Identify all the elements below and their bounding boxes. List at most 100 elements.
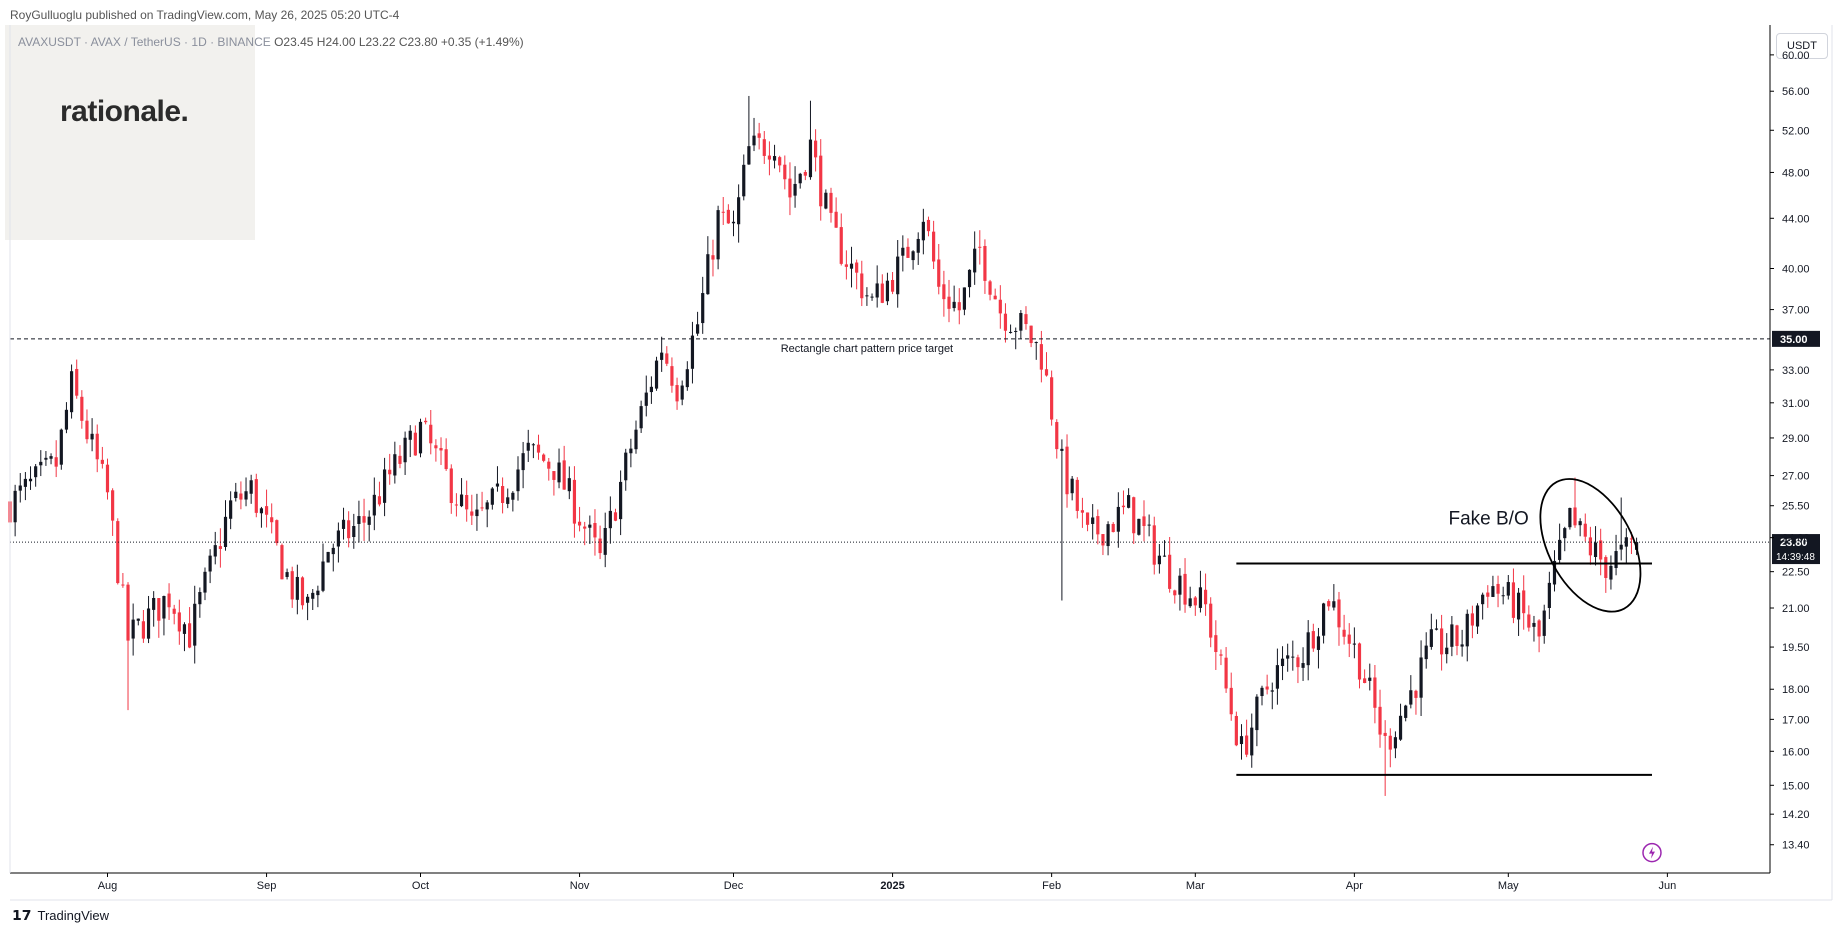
candle-body bbox=[1147, 524, 1151, 526]
candle-body bbox=[285, 572, 289, 577]
candle-body bbox=[249, 480, 253, 494]
candle-body bbox=[701, 293, 705, 324]
candle-body bbox=[742, 164, 746, 197]
candle-body bbox=[624, 452, 628, 481]
candle-body bbox=[1588, 537, 1592, 556]
symbol-legend[interactable]: AVAXUSDT · AVAX / TetherUS · 1D · BINANC… bbox=[18, 35, 524, 49]
candle-body bbox=[1373, 677, 1377, 708]
candle-body bbox=[1321, 603, 1326, 636]
currency-button[interactable]: USDT bbox=[1776, 33, 1828, 59]
candle-body bbox=[1486, 592, 1490, 597]
candle-body bbox=[921, 221, 925, 241]
candle-body bbox=[1265, 686, 1269, 690]
y-tick-label: 17.00 bbox=[1782, 714, 1810, 726]
candle-body bbox=[824, 192, 828, 209]
candle-body bbox=[275, 520, 279, 544]
x-tick-label: May bbox=[1498, 880, 1519, 892]
candle-body bbox=[757, 133, 761, 138]
candle-body bbox=[1173, 590, 1177, 596]
candle-body bbox=[18, 485, 22, 491]
candle-body bbox=[1003, 313, 1008, 331]
candle-body bbox=[229, 500, 233, 519]
candle-body bbox=[1552, 560, 1557, 585]
candle-body bbox=[1311, 631, 1315, 649]
candle-body bbox=[1085, 512, 1090, 525]
y-tick-label: 48.00 bbox=[1782, 167, 1810, 179]
candle-body bbox=[506, 497, 510, 504]
candle-body bbox=[1455, 625, 1459, 646]
candle-body bbox=[1368, 677, 1372, 681]
candle-body bbox=[767, 155, 772, 160]
candle-body bbox=[860, 273, 864, 299]
candle-body bbox=[1522, 590, 1526, 614]
candle-body bbox=[1255, 696, 1259, 731]
candle-body bbox=[1440, 628, 1444, 655]
y-tick-label: 52.00 bbox=[1782, 125, 1810, 137]
x-tick-label: Nov bbox=[570, 880, 590, 892]
fake-breakout-ellipse[interactable] bbox=[1520, 462, 1661, 628]
candle-body bbox=[388, 469, 392, 475]
candle-body bbox=[1619, 544, 1623, 550]
candle-body bbox=[870, 296, 874, 298]
candle-body bbox=[967, 269, 972, 288]
tradingview-brand[interactable]: 𝟭𝟳 TradingView bbox=[12, 907, 109, 924]
candle-body bbox=[583, 526, 587, 529]
candle-body bbox=[465, 494, 469, 510]
candle-body bbox=[747, 146, 751, 165]
fake-breakout-text: Fake B/O bbox=[1448, 509, 1528, 530]
candle-body bbox=[177, 612, 181, 632]
x-tick-label: Aug bbox=[98, 880, 118, 892]
candle-body bbox=[367, 516, 371, 525]
candle-body bbox=[146, 608, 151, 639]
candle-body bbox=[259, 508, 264, 514]
candle-body bbox=[521, 453, 525, 471]
candle-body bbox=[680, 385, 684, 400]
candle-body bbox=[1280, 658, 1285, 667]
candle-body bbox=[64, 409, 69, 430]
candle-body bbox=[983, 246, 987, 281]
x-tick-label: Apr bbox=[1346, 880, 1363, 892]
candle-body bbox=[480, 507, 484, 509]
candle-body bbox=[1347, 634, 1351, 644]
candle-body bbox=[1157, 555, 1161, 565]
candle-body bbox=[157, 598, 161, 621]
candle-body bbox=[998, 299, 1002, 314]
candle-body bbox=[542, 454, 546, 461]
candle-body bbox=[203, 571, 207, 593]
candle-body bbox=[737, 197, 741, 225]
last-price-badge bbox=[1772, 534, 1820, 565]
candle-body bbox=[188, 623, 192, 648]
y-tick-label: 33.00 bbox=[1782, 365, 1810, 377]
candle-body bbox=[1409, 690, 1413, 705]
candle-body bbox=[213, 545, 217, 557]
candle-body bbox=[926, 219, 931, 232]
candle-body bbox=[1363, 678, 1367, 684]
candle-body bbox=[1481, 594, 1485, 605]
candle-body bbox=[1527, 614, 1531, 628]
candle-body bbox=[1506, 582, 1510, 596]
candle-body bbox=[1465, 613, 1469, 647]
candle-body bbox=[829, 192, 833, 213]
candle-body bbox=[1121, 505, 1126, 508]
y-tick-label: 37.00 bbox=[1782, 305, 1810, 317]
candle-body bbox=[1044, 369, 1049, 376]
symbol-title[interactable]: AVAXUSDT · AVAX / TetherUS · 1D · BINANC… bbox=[18, 35, 271, 49]
candle-body bbox=[1398, 715, 1403, 740]
y-tick-label: 16.00 bbox=[1782, 746, 1810, 758]
candle-body bbox=[1024, 314, 1028, 325]
candle-body bbox=[234, 491, 238, 499]
candle-body bbox=[1142, 516, 1146, 527]
candle-body bbox=[1014, 330, 1018, 332]
candle-body bbox=[526, 442, 530, 451]
candle-body bbox=[264, 506, 269, 515]
candle-body bbox=[629, 448, 633, 454]
candle-body bbox=[906, 246, 910, 258]
candle-body bbox=[1075, 479, 1079, 511]
candle-body bbox=[1604, 557, 1608, 578]
candle-body bbox=[778, 157, 782, 166]
candle-body bbox=[814, 140, 818, 158]
candle-body bbox=[244, 491, 248, 500]
candle-body bbox=[1219, 654, 1223, 656]
candle-body bbox=[362, 516, 366, 523]
